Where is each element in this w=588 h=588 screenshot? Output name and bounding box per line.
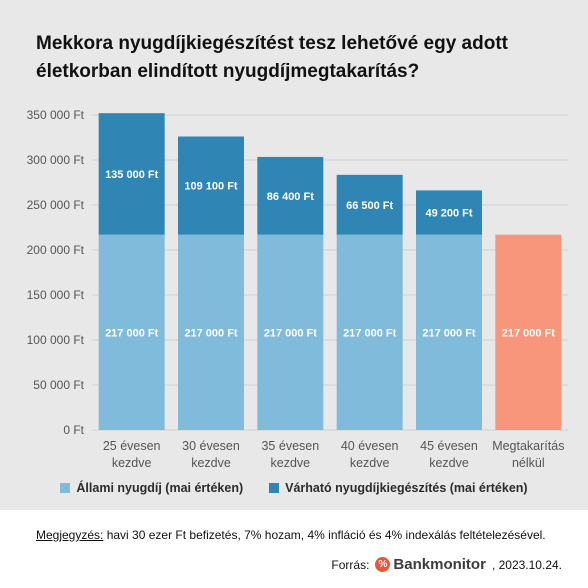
- bar-label-supplement: 135 000 Ft: [105, 169, 159, 181]
- bar-supplement: [98, 113, 165, 235]
- x-category-label: Megtakarítás: [492, 439, 564, 453]
- bar-label-state: 217 000 Ft: [502, 327, 556, 339]
- bar-state-pension: [257, 234, 324, 430]
- bar-state-pension: [178, 234, 244, 430]
- y-tick-label: 250 000 Ft: [27, 198, 85, 212]
- x-category-label: nélkül: [512, 456, 545, 470]
- bar-supplement: [416, 190, 482, 235]
- bar-supplement: [257, 156, 324, 235]
- x-category-label: 35 évesen: [261, 439, 319, 453]
- bar-label-supplement: 66 500 Ft: [346, 200, 393, 212]
- chart-title: Mekkora nyugdíjkiegészítést tesz lehetőv…: [36, 33, 508, 82]
- x-category-label: kezdve: [112, 456, 152, 470]
- x-category-label: kezdve: [271, 456, 311, 470]
- legend-label-state: Állami nyugdíj (mai értéken): [76, 481, 244, 495]
- y-tick-label: 0 Ft: [63, 423, 84, 437]
- x-category-label: 25 évesen: [103, 439, 161, 453]
- y-tick-label: 100 000 Ft: [27, 333, 85, 347]
- footnote-label: Megjegyzés:: [36, 528, 104, 542]
- bar-label-state: 217 000 Ft: [105, 327, 159, 339]
- source-prefix: Forrás:: [331, 557, 370, 572]
- source-date: , 2023.10.24.: [491, 557, 562, 572]
- y-tick-label: 350 000 Ft: [27, 108, 85, 122]
- percent-logo-icon: %: [375, 557, 391, 572]
- bar-supplement: [178, 136, 244, 235]
- bankmonitor-logo: % Bankmonitor: [375, 556, 486, 573]
- x-category-label: kezdve: [429, 456, 469, 470]
- legend-label-supplement: Várható nyugdíjkiegészítés (mai értéken): [285, 481, 528, 495]
- bar-label-state: 217 000 Ft: [264, 327, 318, 339]
- bar-chart: 0 Ft 50 000 Ft 100 000 Ft 150 000 Ft 200 000…: [27, 108, 568, 470]
- bar-label-supplement: 49 200 Ft: [425, 208, 472, 220]
- y-tick-label: 150 000 Ft: [27, 288, 85, 302]
- legend-item-state: Állami nyugdíj (mai értéken): [60, 481, 243, 495]
- x-category-label: kezdve: [191, 456, 231, 470]
- bar-label-state: 217 000 Ft: [184, 327, 238, 339]
- bar-state-pension: [98, 234, 165, 430]
- bar-state-pension: [416, 234, 482, 430]
- bar-supplement: [336, 174, 403, 235]
- x-category-label: kezdve: [350, 456, 390, 470]
- footnote-text: havi 30 ezer Ft befizetés, 7% hozam, 4% …: [103, 528, 546, 542]
- bar-state-pension: [336, 234, 403, 430]
- bar-state-pension: [495, 234, 562, 430]
- chart-legend: Állami nyugdíj (mai értéken) Várható nyu…: [0, 481, 588, 495]
- bar-label-supplement: 109 100 Ft: [184, 181, 238, 193]
- x-category-label: 40 évesen: [341, 439, 399, 453]
- y-tick-label: 50 000 Ft: [33, 378, 84, 392]
- y-tick-label: 300 000 Ft: [27, 153, 85, 167]
- y-tick-label: 200 000 Ft: [27, 243, 85, 257]
- bar-label-state: 217 000 Ft: [422, 327, 476, 339]
- legend-swatch-supplement: [269, 483, 280, 493]
- chart-panel: Mekkora nyugdíjkiegészítést tesz lehetőv…: [0, 0, 588, 510]
- x-category-label: 30 évesen: [182, 439, 240, 453]
- x-category-label: 45 évesen: [420, 439, 478, 453]
- legend-item-supplement: Várható nyugdíjkiegészítés (mai értéken): [269, 481, 528, 495]
- logo-text: Bankmonitor: [393, 556, 486, 573]
- bar-label-supplement: 86 400 Ft: [267, 191, 314, 203]
- legend-swatch-state: [60, 483, 71, 493]
- bar-label-state: 217 000 Ft: [343, 327, 397, 339]
- footnote: Megjegyzés: havi 30 ezer Ft befizetés, 7…: [36, 528, 576, 542]
- source-line: Forrás: % Bankmonitor , 2023.10.24.: [331, 556, 562, 573]
